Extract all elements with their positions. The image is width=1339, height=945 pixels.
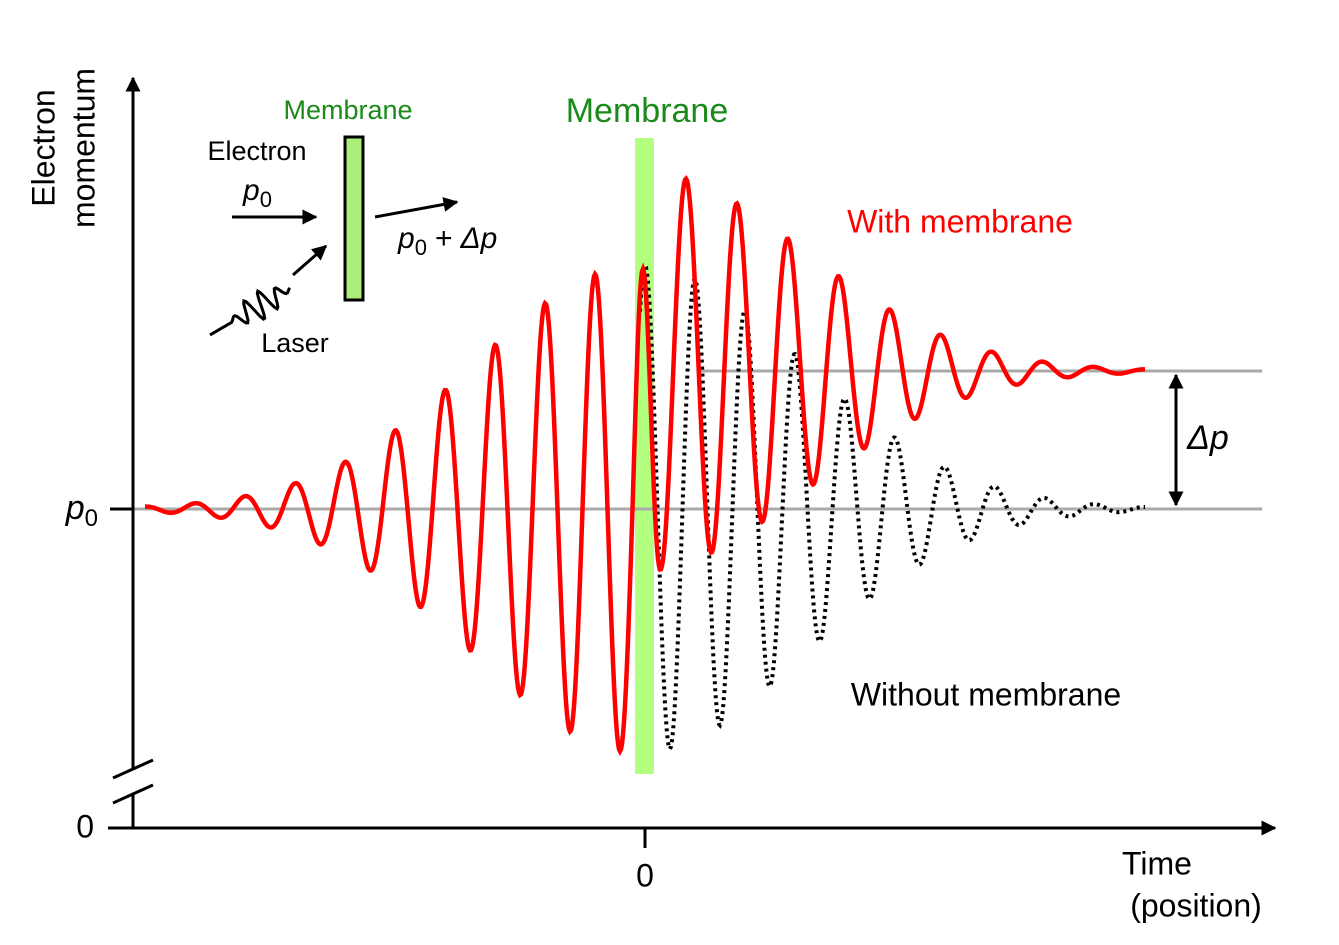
inset-laser-wave xyxy=(209,286,292,337)
inset-laser-arrow xyxy=(292,244,328,277)
inset-incoming-label: p0 xyxy=(242,174,272,212)
axis-break xyxy=(112,783,154,805)
without-label: Without membrane xyxy=(851,676,1121,712)
y-origin-label: 0 xyxy=(76,808,94,844)
curve-with-membrane xyxy=(145,174,1145,757)
delta: Δp xyxy=(459,222,497,255)
symbol: p xyxy=(65,489,85,527)
curve-without-membrane xyxy=(638,260,1145,754)
subscript: 0 xyxy=(260,187,272,212)
with-label: With membrane xyxy=(847,203,1073,239)
y-label: momentum xyxy=(65,68,101,228)
membrane-label: Membrane xyxy=(566,92,729,130)
y-label: Electron xyxy=(25,89,61,206)
axis-break xyxy=(112,758,154,780)
subscript: 0 xyxy=(415,235,427,260)
x-origin-label: 0 xyxy=(636,857,654,893)
inset-membrane-label: Membrane xyxy=(283,95,412,125)
x-label: (position) xyxy=(1130,887,1262,923)
inset-laser-label: Laser xyxy=(261,328,329,358)
delta-label: Δp xyxy=(1186,419,1229,457)
subscript: 0 xyxy=(85,505,98,532)
symbol: p xyxy=(397,222,415,255)
inset-membrane xyxy=(343,135,365,302)
y-ref-label: p0 xyxy=(65,489,98,532)
symbol: p xyxy=(242,174,260,207)
plus: + xyxy=(435,222,453,255)
inset-outgoing-label: p0 + Δp xyxy=(397,222,497,260)
inset-electron-label: Electron xyxy=(207,136,306,166)
inset-outgoing-arrow xyxy=(374,197,459,219)
x-label: Time xyxy=(1122,845,1192,881)
